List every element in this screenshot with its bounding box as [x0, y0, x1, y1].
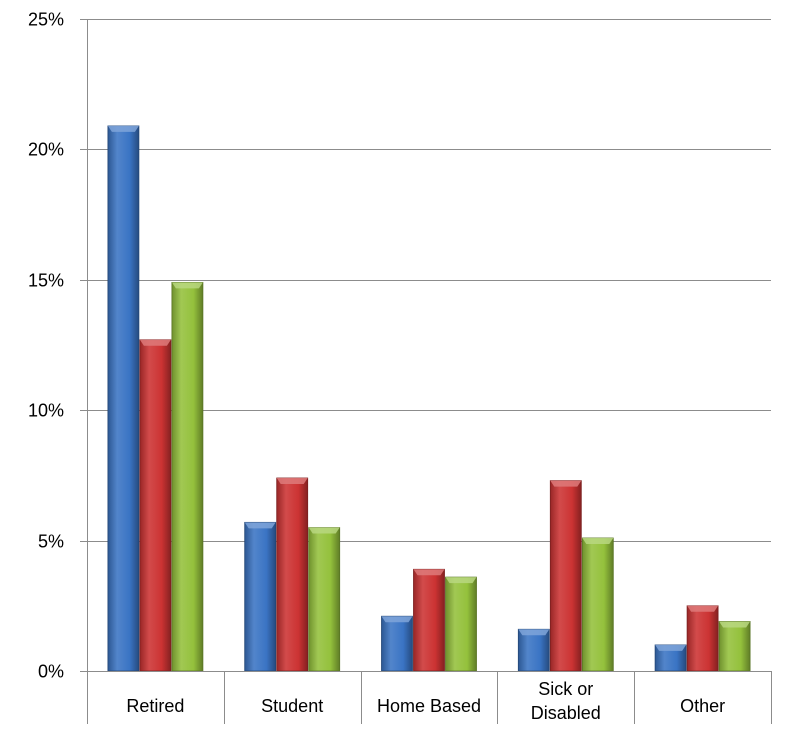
bar [718, 621, 751, 672]
y-tick-label: 15% [28, 271, 64, 291]
x-tick-label-line: Retired [126, 696, 184, 716]
x-tick-label-line: Disabled [531, 703, 601, 723]
bar [686, 605, 719, 672]
bar [549, 480, 582, 672]
x-tick-label: Sick or Disabled [531, 679, 601, 723]
axes [80, 19, 772, 724]
x-tick-label-line: Home Based [377, 696, 481, 716]
bar [139, 339, 172, 672]
bar [413, 568, 445, 672]
bar [171, 282, 204, 672]
bar [244, 521, 277, 672]
bar [276, 477, 309, 672]
x-tick-label: Retired [126, 696, 184, 716]
bar [581, 537, 614, 672]
y-tick-label: 25% [28, 10, 64, 30]
x-tick-label: Home Based [377, 696, 481, 716]
tick-labels: 0% 5% 10% 15% 20% 25% Retired Student Home Based… [28, 10, 725, 724]
bars [107, 125, 751, 672]
y-tick-label: 5% [38, 532, 64, 552]
x-tick-label-line: Student [261, 696, 323, 716]
x-tick-label: Student [261, 696, 323, 716]
y-tick-label: 0% [38, 662, 64, 682]
bar [517, 628, 550, 672]
x-tick-label: Other [680, 696, 725, 716]
y-tick-label: 10% [28, 401, 64, 421]
y-tick-label: 20% [28, 140, 64, 160]
x-tick-label-line: Other [680, 696, 725, 716]
x-tick-label-line: Sick or [538, 679, 593, 699]
bar [445, 576, 477, 672]
bar [308, 527, 341, 672]
bar [654, 644, 687, 672]
bar [107, 125, 140, 672]
bar [381, 615, 413, 672]
